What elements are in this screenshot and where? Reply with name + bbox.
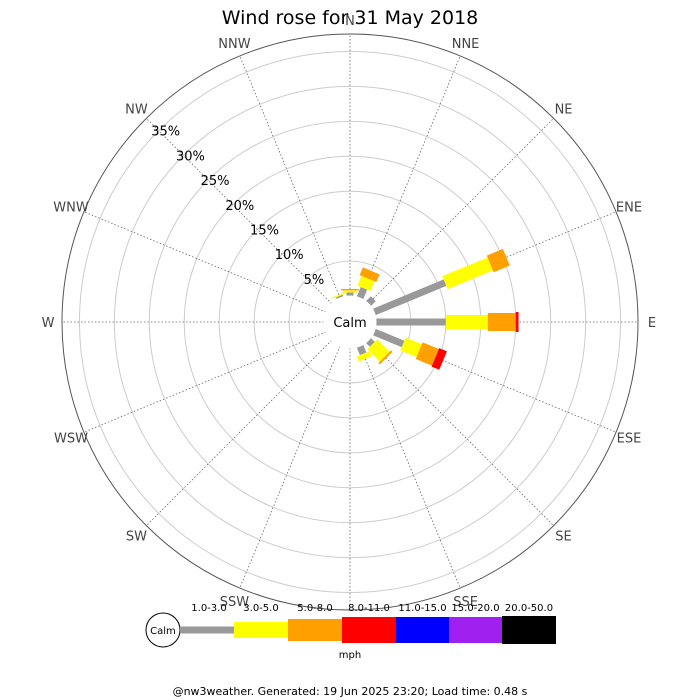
bar-ene-bin-3	[486, 248, 510, 273]
bar-nnw-bin-2	[332, 292, 346, 299]
legend-swatch-7	[502, 616, 556, 644]
bar-se-bin-1	[365, 337, 375, 347]
bar-sse-bin-1	[356, 344, 367, 356]
spoke-ssw	[239, 345, 341, 589]
legend-label-1: 1.0-3.0	[191, 603, 226, 614]
percent-label-10: 10%	[275, 248, 304, 263]
spoke-wsw	[83, 331, 327, 433]
bar-ese-bin-3	[415, 342, 439, 366]
direction-label-n: N	[345, 14, 355, 29]
percent-label-5: 5%	[304, 273, 325, 288]
direction-label-se: SE	[555, 530, 571, 545]
direction-spokes	[62, 34, 638, 610]
bar-ese-bin-2	[400, 337, 422, 358]
legend-swatch-1	[180, 626, 234, 634]
bar-nnw-bin-1	[336, 294, 344, 300]
bar-e-bin-2	[445, 315, 488, 329]
legend-unit: mph	[339, 650, 361, 661]
legend-label-6: 15.0-20.0	[451, 603, 499, 614]
spoke-ese	[373, 331, 617, 433]
direction-label-ne: NE	[555, 102, 573, 117]
percent-label-30: 30%	[176, 149, 205, 164]
legend-swatch-2	[234, 622, 288, 638]
spoke-nw	[146, 118, 332, 304]
percent-label-35: 35%	[151, 125, 180, 140]
spoke-wnw	[83, 211, 327, 313]
bar-e-bin-4	[515, 312, 519, 332]
bar-ene-bin-2	[442, 257, 493, 290]
radial-grid	[61, 33, 639, 611]
calm-center: Calm	[323, 295, 377, 349]
spoke-nne	[359, 55, 461, 299]
calm-circle	[323, 295, 377, 349]
chart-title: Wind rose for 31 May 2018	[222, 7, 479, 29]
direction-label-wnw: WNW	[53, 200, 89, 215]
bar-ese-bin-4	[431, 348, 447, 370]
legend: Calm 1.0-3.0 3.0-5.0 5.0-8.0 8.0-11.0 11.0-15…	[145, 603, 556, 661]
direction-label-sw: SW	[126, 530, 147, 545]
bar-ne-bin-1	[365, 296, 376, 307]
bar-ese-bin-1	[372, 328, 405, 348]
direction-label-e: E	[648, 316, 656, 331]
bar-nne-bin-2	[357, 275, 375, 291]
outer-ring	[61, 33, 639, 611]
bar-n-bin-3	[341, 289, 359, 291]
bar-se-bin-2	[367, 339, 390, 362]
direction-label-nnw: NNW	[218, 37, 250, 52]
spoke-se	[368, 340, 554, 526]
bar-nne-bin-1	[356, 286, 368, 300]
direction-label-ssw: SSW	[220, 595, 250, 610]
bar-nne-bin-3	[359, 267, 380, 283]
legend-label-7: 20.0-50.0	[505, 603, 553, 614]
bar-n-bin-2	[343, 290, 357, 293]
direction-label-nne: NNE	[452, 37, 480, 52]
bar-sse-bin-2	[356, 351, 372, 362]
direction-label-w: W	[42, 316, 55, 331]
direction-labels: NNNENEENEEESESESSESSSWSWWSWWWNWNWNNW	[42, 14, 657, 633]
legend-swatch-4	[342, 617, 396, 643]
ring-6	[113, 85, 587, 559]
bar-e-bin-1	[376, 318, 446, 326]
spoke-sw	[146, 340, 332, 526]
ring-7	[78, 50, 622, 594]
wind-bars	[332, 248, 519, 370]
percent-labels: 5%10% 15% 20% 25% 30% 35%	[151, 125, 324, 288]
bar-n-bin-1	[346, 292, 354, 296]
legend-label-5: 11.0-15.0	[398, 603, 446, 614]
legend-swatch-3	[288, 619, 342, 641]
legend-label-4: 8.0-11.0	[348, 603, 390, 614]
footer-text: @nw3weather. Generated: 19 Jun 2025 23:2…	[173, 685, 528, 698]
direction-label-ese: ESE	[617, 432, 642, 447]
legend-label-2: 3.0-5.0	[243, 603, 278, 614]
spoke-sse	[359, 345, 461, 589]
legend-swatch-5	[396, 617, 449, 643]
calm-label: Calm	[333, 316, 366, 331]
spoke-ne	[368, 118, 554, 304]
percent-label-25: 25%	[201, 174, 230, 189]
direction-label-wsw: WSW	[54, 432, 88, 447]
bar-e-bin-3	[487, 313, 516, 331]
legend-label-3: 5.0-8.0	[297, 603, 332, 614]
direction-label-ene: ENE	[616, 200, 642, 215]
direction-label-sse: SSE	[453, 595, 478, 610]
bar-ene-bin-1	[372, 279, 447, 316]
direction-label-nw: NW	[125, 102, 148, 117]
legend-swatch-6	[449, 617, 502, 643]
percent-label-15: 15%	[250, 224, 279, 239]
legend-calm-label: Calm	[150, 626, 176, 637]
bar-se-bin-3	[378, 350, 393, 365]
spoke-nnw	[239, 55, 341, 299]
percent-label-20: 20%	[225, 199, 254, 214]
ring-5	[148, 120, 552, 524]
